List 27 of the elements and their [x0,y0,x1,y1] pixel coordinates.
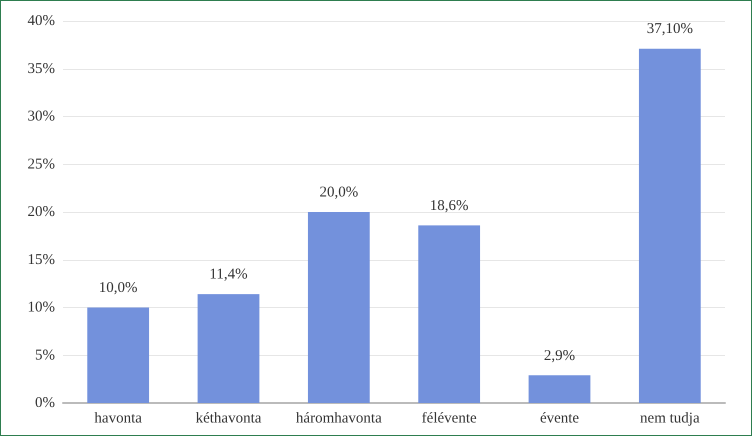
y-tick-label: 20% [28,204,55,220]
data-label: 18,6% [430,198,469,214]
x-tick-label: félévente [422,410,477,426]
bar [418,225,480,403]
data-label: 11,4% [209,266,248,283]
x-tick-label: havonta [94,410,142,426]
bar [87,308,150,403]
y-tick-label: 30% [28,108,55,124]
y-tick-label: 0% [35,395,55,411]
bar [528,375,590,403]
x-tick-label: nem tudja [640,410,700,426]
x-tick-label: évente [540,410,580,426]
bar [638,48,701,403]
y-tick-label: 25% [28,156,55,172]
y-tick-label: 5% [35,347,55,364]
x-tick-label: kéthavonta [196,410,262,426]
data-label: 10,0% [98,280,138,296]
data-label: 37,10% [646,21,693,38]
x-tick-label: háromhavonta [296,410,382,426]
bar [308,212,370,403]
data-label: 2,9% [544,348,576,364]
y-tick-label: 10% [28,300,55,316]
y-tick-label: 40% [28,13,55,29]
y-tick-label: 35% [28,60,55,77]
bar [198,294,260,403]
y-tick-label: 15% [28,252,55,268]
data-label: 20,0% [319,184,358,200]
